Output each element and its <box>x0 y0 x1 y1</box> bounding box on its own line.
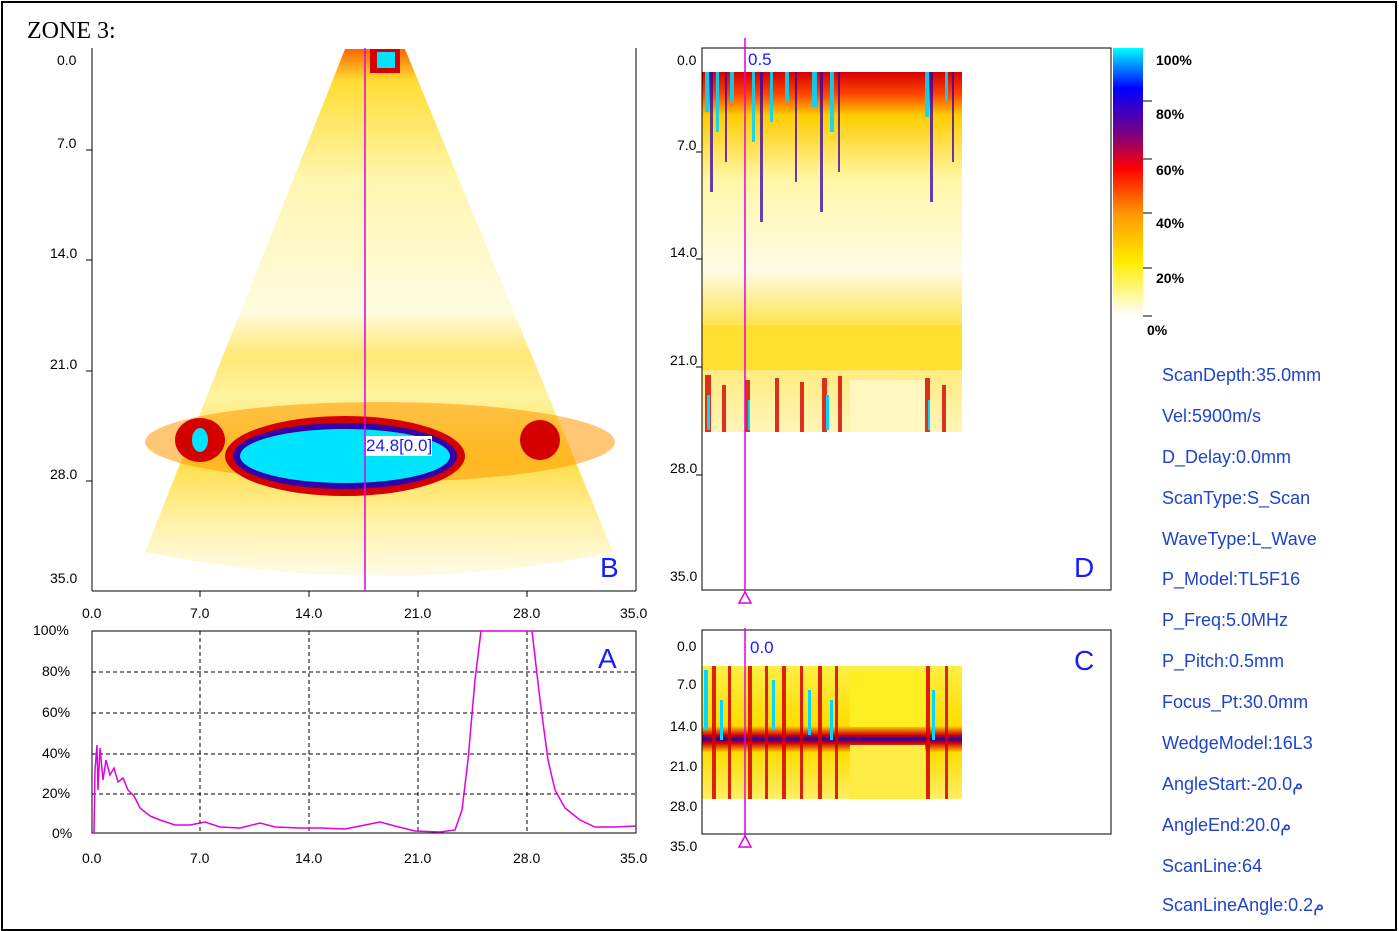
a-x-tick: 0.0 <box>82 850 102 866</box>
c-y-tick: 14.0 <box>670 718 698 734</box>
b-y-tick: 0.0 <box>57 52 77 68</box>
param-probe-model: P_Model:TL5F16 <box>1162 569 1301 589</box>
b-x-tick: 0.0 <box>82 605 102 621</box>
b-x-tick: 14.0 <box>295 605 323 621</box>
a-x-tick: 35.0 <box>620 850 648 866</box>
a-x-tick: 14.0 <box>295 850 323 866</box>
param-scan-line-angle: ScanLineAngle:0.2م <box>1162 895 1325 915</box>
c-scan-panel-letter: C <box>1074 645 1095 676</box>
param-wedge-model: WedgeModel:16L3 <box>1162 733 1313 753</box>
d-scan-cursor-readout: 0.5 <box>748 50 772 70</box>
b-x-tick: 35.0 <box>620 605 648 621</box>
b-scan-axes <box>86 48 637 597</box>
d-y-tick: 35.0 <box>670 568 698 584</box>
c-scan-cursor-readout: 0.0 <box>750 638 774 658</box>
c-scan-image <box>702 666 962 799</box>
zone-title: ZONE 3: <box>27 18 116 44</box>
b-scan-cursor-readout: 24.8[0.0] <box>366 436 433 456</box>
b-scan-panel-letter: B <box>600 552 619 583</box>
b-scan-image <box>145 49 615 576</box>
param-angle-start: AngleStart:-20.0م <box>1162 774 1304 794</box>
d-scan-image <box>702 72 962 432</box>
scale-label: 80% <box>1156 106 1185 122</box>
param-delay: D_Delay:0.0mm <box>1162 447 1292 467</box>
color-scale-bar <box>1113 48 1152 317</box>
param-wave-type: WaveType:L_Wave <box>1162 529 1317 549</box>
param-scan-line: ScanLine:64 <box>1162 856 1263 876</box>
c-scan-axes <box>701 629 1112 835</box>
a-scan-panel-letter: A <box>598 643 617 674</box>
c-y-tick: 21.0 <box>670 758 698 774</box>
param-angle-end: AngleEnd:20.0م <box>1162 815 1292 835</box>
param-velocity: Vel:5900m/s <box>1162 406 1262 426</box>
b-y-tick: 21.0 <box>50 356 78 372</box>
c-scan-cursor-handle[interactable] <box>737 834 753 848</box>
a-y-tick: 100% <box>33 622 69 638</box>
b-x-tick: 7.0 <box>190 605 210 621</box>
param-scan-depth: ScanDepth:35.0mm <box>1162 365 1322 385</box>
a-y-tick: 20% <box>42 785 71 801</box>
a-y-tick: 40% <box>42 745 71 761</box>
a-y-tick: 0% <box>52 825 73 841</box>
d-scan-panel-letter: D <box>1074 552 1095 583</box>
d-y-tick: 7.0 <box>677 137 697 153</box>
param-probe-freq: P_Freq:5.0MHz <box>1162 610 1289 630</box>
a-scan-axes <box>91 630 637 834</box>
b-y-tick: 28.0 <box>50 466 78 482</box>
d-scan-cursor-handle[interactable] <box>737 590 753 604</box>
a-x-tick: 7.0 <box>190 850 210 866</box>
b-y-tick: 14.0 <box>50 245 78 261</box>
b-x-tick: 28.0 <box>513 605 541 621</box>
a-y-tick: 80% <box>42 663 71 679</box>
scale-label: 60% <box>1156 162 1185 178</box>
a-x-tick: 28.0 <box>513 850 541 866</box>
b-x-tick: 21.0 <box>404 605 432 621</box>
b-y-tick: 35.0 <box>50 570 78 586</box>
scale-label: 0% <box>1147 322 1168 338</box>
a-y-tick: 60% <box>42 704 71 720</box>
scale-label: 20% <box>1156 270 1185 286</box>
a-x-tick: 21.0 <box>404 850 432 866</box>
a-scan-waveform <box>93 630 637 834</box>
d-y-tick: 0.0 <box>677 52 697 68</box>
d-y-tick: 28.0 <box>670 460 698 476</box>
d-scan-axes <box>696 47 1112 591</box>
c-y-tick: 28.0 <box>670 798 698 814</box>
c-y-tick: 0.0 <box>677 638 697 654</box>
c-y-tick: 35.0 <box>670 838 698 854</box>
d-y-tick: 21.0 <box>670 352 698 368</box>
param-probe-pitch: P_Pitch:0.5mm <box>1162 651 1285 671</box>
scale-label: 100% <box>1156 52 1192 68</box>
c-y-tick: 7.0 <box>677 676 697 692</box>
d-y-tick: 14.0 <box>670 244 698 260</box>
param-focus-point: Focus_Pt:30.0mm <box>1162 692 1309 712</box>
param-scan-type: ScanType:S_Scan <box>1162 488 1311 508</box>
scale-label: 40% <box>1156 215 1185 231</box>
b-y-tick: 7.0 <box>57 135 77 151</box>
